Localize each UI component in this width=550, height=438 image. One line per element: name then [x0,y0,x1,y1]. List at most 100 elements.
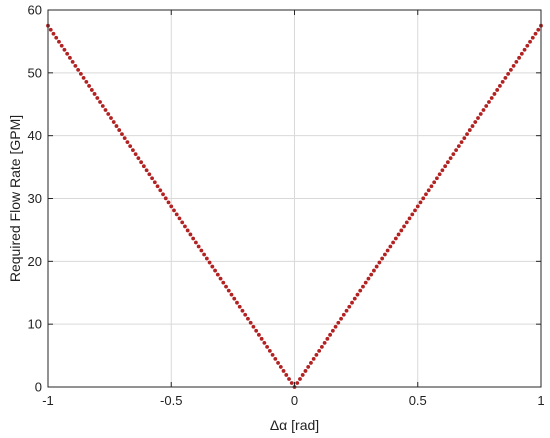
data-point-interp [374,264,379,269]
data-point-interp [92,92,97,96]
data-point-interp [224,284,228,289]
data-point [341,312,346,317]
data-point-interp [106,112,111,116]
data-point-interp [336,320,341,325]
data-point-interp [361,284,365,289]
data-point-interp [298,377,302,381]
data-point-interp [404,220,409,225]
data-point-interp [481,108,486,112]
data-point-interp [139,160,144,165]
data-point-interp [456,144,461,149]
data-point-interp [196,244,201,249]
x-axis-label: Δα [rad] [270,417,319,433]
data-point-interp [161,192,165,197]
data-point-interp [199,248,204,253]
data-point-interp [432,180,437,185]
data-point-interp [248,320,253,325]
data-point-interp [363,280,368,285]
data-point-interp [372,268,376,273]
data-point-interp [344,308,349,313]
data-point-interp [180,220,185,225]
data-point-interp [495,88,500,92]
data-point-interp [65,51,70,56]
data-point-interp [500,80,505,84]
data-point-interp [352,296,357,301]
data-point-interp [517,55,521,60]
data-point [366,276,371,281]
data-point-interp [473,120,478,124]
data-point-interp [215,272,220,277]
data-point-interp [185,228,190,233]
data-point-interp [448,156,453,161]
data-point-interp [254,328,259,333]
data-point-interp [399,228,404,233]
data-point-interp [435,176,439,181]
data-point-interp [207,260,212,265]
data-point-interp [536,27,541,32]
y-tick-label: 20 [28,254,42,269]
data-point-interp [78,71,83,76]
y-tick-label: 0 [35,380,42,395]
data-point-interp [388,244,393,249]
data-point [243,312,248,317]
data-point-interp [235,300,239,305]
data-point-interp [530,35,535,40]
data-point-interp [251,324,256,329]
data-point-interp [402,224,406,229]
data-point-interp [511,63,516,68]
data-point-interp [262,340,267,345]
data-point-interp [492,92,497,96]
data-point-interp [330,328,335,333]
data-point [70,59,75,64]
data-point-interp [226,288,231,293]
data-point-interp [407,216,412,221]
data-point-interp [84,80,89,84]
data-point-interp [478,112,483,116]
data-point-interp [155,184,160,189]
data-point-interp [533,31,538,36]
data-point-interp [418,200,423,205]
data-point-interp [177,216,182,221]
data-point-interp [322,340,327,345]
data-point-interp [117,128,122,132]
data-point-interp [382,252,387,257]
data-point-interp [111,120,116,124]
data-point-interp [350,300,354,305]
data-point-interp [393,236,398,241]
data-point-interp [325,336,330,341]
data-point-interp [240,308,245,313]
data-point-interp [319,344,324,349]
data-point-interp [122,136,127,141]
data-point-interp [147,172,152,177]
data-point-interp [172,208,176,213]
data-point-interp [528,39,532,44]
data-point-interp [221,280,226,285]
data-point-interp [259,336,264,341]
data-point-interp [100,104,105,108]
data-point [514,59,519,64]
data-point-interp [462,136,467,141]
data-point-interp [508,67,513,72]
data-point-interp [314,352,319,357]
data-point-interp [256,332,261,337]
data-point-interp [347,304,352,309]
x-tick-label: 0.5 [409,393,427,408]
data-point [440,168,445,173]
data-point-interp [284,373,289,377]
data-point-interp [380,256,385,261]
data-point-interp [451,152,456,157]
x-axis-ticks: -1 -0.5 0 0.5 1 [42,10,545,408]
data-point-interp [306,365,311,369]
data-point-interp [333,324,338,329]
data-point-interp [287,377,291,381]
data-point-interp [519,51,524,56]
data-point-interp [385,248,390,253]
data-point-interp [273,356,278,361]
data-point-interp [443,164,448,169]
data-point-interp [166,200,171,205]
data-point-interp [369,272,374,277]
y-tick-label: 10 [28,317,42,332]
data-point-interp [355,292,360,297]
data-point-interp [484,104,489,108]
